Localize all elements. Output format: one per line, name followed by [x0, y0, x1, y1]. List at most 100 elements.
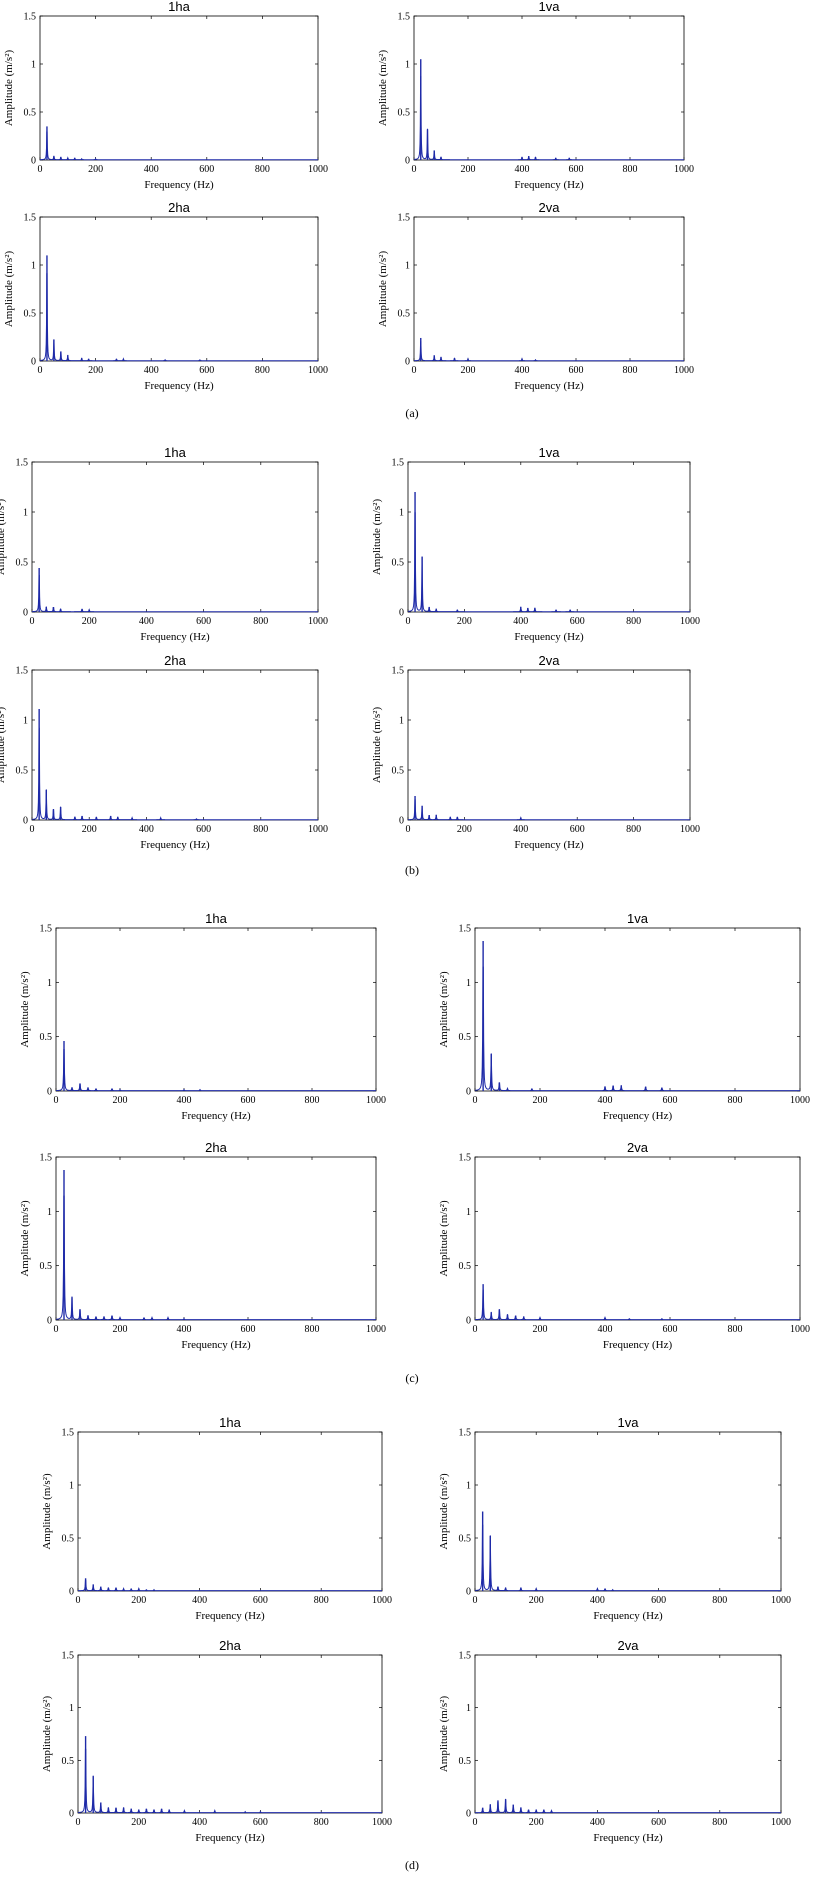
y-tick-label: 1	[466, 978, 471, 989]
x-tick-label: 600	[241, 1095, 256, 1106]
x-tick-label: 0	[473, 1817, 478, 1828]
plot-frame	[474, 1431, 782, 1592]
x-axis-label: Frequency (Hz)	[195, 1832, 265, 1844]
series-line	[413, 76, 684, 161]
y-tick-label: 0	[23, 608, 28, 619]
series-line	[39, 273, 318, 362]
y-axis-label: Amplitude (m/s²)	[371, 499, 383, 576]
x-axis-label: Frequency (Hz)	[593, 1832, 663, 1844]
series-line	[31, 727, 318, 821]
x-tick-label: 1000	[372, 1817, 392, 1828]
x-tick-label: 0	[38, 164, 43, 175]
chart-title: 1va	[539, 445, 561, 460]
series-line	[39, 131, 318, 161]
x-tick-label: 600	[570, 616, 585, 627]
y-axis-label: Amplitude (m/s²)	[41, 1473, 53, 1550]
x-axis-label: Frequency (Hz)	[514, 179, 584, 191]
x-tick-label: 1000	[308, 164, 328, 175]
x-tick-label: 400	[598, 1324, 613, 1335]
x-axis-label: Frequency (Hz)	[603, 1339, 673, 1351]
x-tick-label: 1000	[308, 365, 328, 376]
y-axis-label: Amplitude (m/s²)	[438, 1696, 450, 1773]
x-tick-label: 400	[598, 1095, 613, 1106]
x-tick-label: 400	[192, 1595, 207, 1606]
y-tick-label: 0	[399, 608, 404, 619]
chart-panel-a-2va: 2va 0 200 400 600 800 1000 0 0.5 1 1.5 Frequency (H…	[377, 200, 694, 392]
plot-frame	[77, 1654, 383, 1814]
x-tick-label: 0	[412, 164, 417, 175]
y-tick-label: 1.5	[62, 1428, 75, 1439]
x-tick-label: 0	[54, 1324, 59, 1335]
chart-panel-c-1ha: 1ha 0 200 400 600 800 1000 0 0.5 1 1.5 Frequency (H…	[19, 911, 386, 1122]
series-line	[407, 512, 690, 613]
chart-title: 2ha	[205, 1140, 227, 1155]
y-axis-label: Amplitude (m/s²)	[0, 707, 7, 784]
chart-panel-b-1va: 1va 0 200 400 600 800 1000 0 0.5 1 1.5 Frequency (H…	[371, 445, 700, 643]
y-tick-label: 0.5	[398, 108, 411, 119]
x-tick-label: 0	[406, 824, 411, 835]
x-tick-label: 0	[406, 616, 411, 627]
chart-panel-c-2va: 2va 0 200 400 600 800 1000 0 0.5 1 1.5 Frequency (H…	[438, 1140, 810, 1351]
x-tick-label: 400	[144, 365, 159, 376]
chart-panel-d-2ha: 2ha 0 200 400 600 800 1000 0 0.5 1 1.5 Frequency (H…	[41, 1638, 392, 1844]
series-line	[408, 799, 690, 821]
y-tick-label: 1.5	[459, 1153, 472, 1164]
y-tick-label: 0.5	[24, 108, 37, 119]
x-tick-label: 400	[139, 824, 154, 835]
x-tick-label: 800	[728, 1324, 743, 1335]
y-tick-label: 0.5	[459, 1756, 472, 1767]
plot-frame	[31, 461, 319, 613]
y-axis-label: Amplitude (m/s²)	[19, 971, 31, 1048]
x-tick-label: 200	[529, 1595, 544, 1606]
x-axis-label: Frequency (Hz)	[140, 631, 210, 643]
x-tick-label: 400	[513, 616, 528, 627]
x-tick-label: 600	[199, 365, 214, 376]
chart-title: 2va	[618, 1638, 640, 1653]
y-tick-label: 1.5	[459, 1651, 472, 1662]
x-axis-label: Frequency (Hz)	[514, 380, 584, 392]
chart-panel-c-1va: 1va 0 200 400 600 800 1000 0 0.5 1 1.5 Frequency (H…	[438, 911, 810, 1122]
x-tick-label: 0	[473, 1324, 478, 1335]
x-axis-label: Frequency (Hz)	[144, 179, 214, 191]
y-tick-label: 1	[47, 978, 52, 989]
x-tick-label: 1000	[790, 1324, 810, 1335]
series-line	[31, 574, 318, 613]
y-axis-label: Amplitude (m/s²)	[3, 251, 15, 328]
x-tick-label: 400	[177, 1095, 192, 1106]
y-tick-label: 1	[466, 1481, 471, 1492]
x-tick-label: 1000	[308, 824, 328, 835]
x-tick-label: 1000	[790, 1095, 810, 1106]
y-tick-label: 1.5	[24, 213, 37, 224]
x-tick-label: 400	[144, 164, 159, 175]
y-tick-label: 1	[399, 508, 404, 519]
y-tick-label: 1.5	[40, 924, 53, 935]
x-tick-label: 200	[82, 824, 97, 835]
plot-frame	[474, 1156, 801, 1321]
y-axis-label: Amplitude (m/s²)	[377, 50, 389, 127]
x-tick-label: 800	[255, 164, 270, 175]
x-tick-label: 800	[626, 616, 641, 627]
chart-panel-c-2ha: 2ha 0 200 400 600 800 1000 0 0.5 1 1.5 Frequency (H…	[19, 1140, 386, 1351]
x-tick-label: 600	[663, 1095, 678, 1106]
x-tick-label: 600	[253, 1817, 268, 1828]
x-tick-label: 200	[461, 164, 476, 175]
y-tick-label: 0	[466, 1587, 471, 1598]
y-tick-label: 1	[466, 1207, 471, 1218]
y-tick-label: 1	[31, 60, 36, 71]
x-tick-label: 1000	[680, 824, 700, 835]
x-axis-label: Frequency (Hz)	[514, 839, 584, 851]
x-axis-label: Frequency (Hz)	[140, 839, 210, 851]
plot-frame	[39, 15, 319, 161]
plot-frame	[413, 15, 685, 161]
plot-frame	[31, 669, 319, 821]
y-tick-label: 0	[69, 1587, 74, 1598]
plot-frame	[55, 1156, 377, 1321]
plot-frame	[407, 669, 691, 821]
plot-frame	[39, 216, 319, 362]
series-line	[474, 1524, 781, 1592]
x-tick-label: 0	[76, 1595, 81, 1606]
x-tick-label: 800	[728, 1095, 743, 1106]
x-tick-label: 1000	[308, 616, 328, 627]
y-tick-label: 1	[23, 508, 28, 519]
